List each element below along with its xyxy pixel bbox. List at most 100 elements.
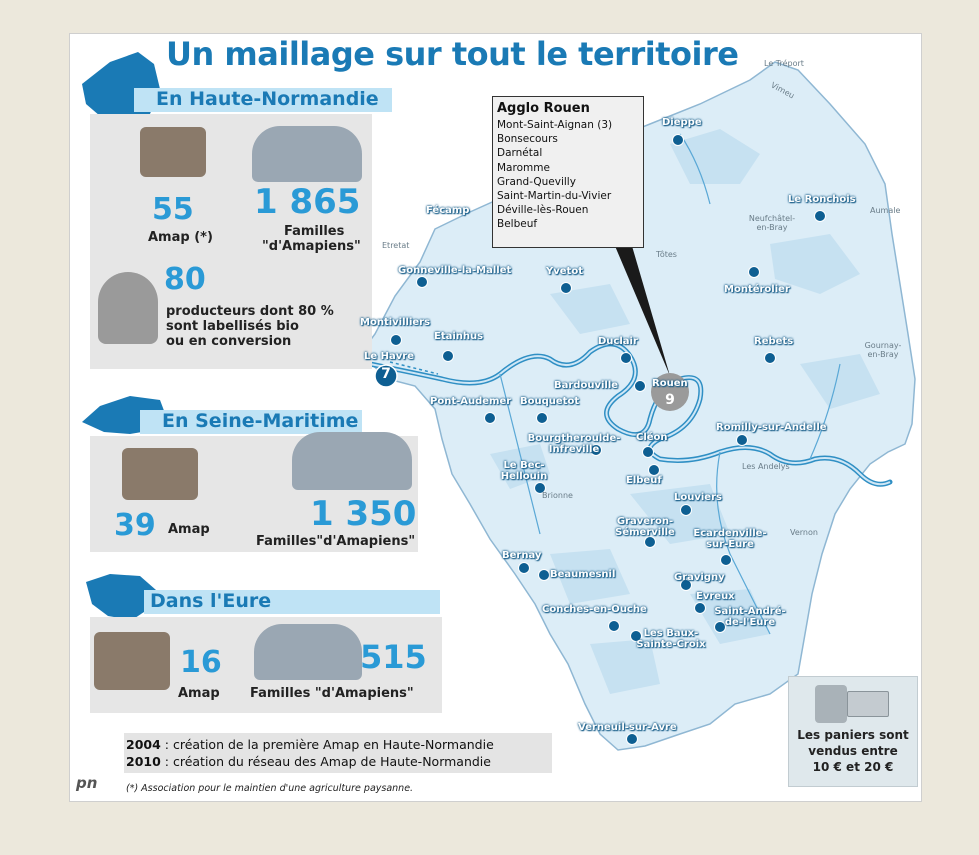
families-icon bbox=[254, 624, 362, 680]
eure-silhouette bbox=[86, 574, 156, 620]
price-line2: vendus entre bbox=[808, 744, 898, 758]
town-label: Brionne bbox=[542, 491, 573, 500]
infographic-frame: Un maillage sur tout le territoire En Ha… bbox=[69, 33, 922, 802]
agglo-item: Mont-Saint-Aignan (3) bbox=[497, 119, 613, 131]
relief-patches bbox=[490, 129, 880, 694]
agglo-item: Maromme bbox=[497, 161, 550, 174]
city-marker bbox=[814, 210, 826, 222]
hn-producers-line3: ou en conversion bbox=[166, 334, 292, 349]
city-label-beaumesnil: Beaumesnil bbox=[550, 569, 616, 580]
le-havre-badge bbox=[374, 364, 398, 388]
agglo-rouen-box: Agglo Rouen Mont-Saint-Aignan (3) Bonsec… bbox=[492, 96, 644, 248]
city-label-les-baux: Les Baux-Sainte-Croix bbox=[636, 628, 706, 650]
sm-amap-label: Amap bbox=[168, 522, 210, 537]
eure-families-count: 515 bbox=[360, 638, 427, 676]
city-marker bbox=[648, 464, 660, 476]
eure-heading: Dans l'Eure bbox=[150, 590, 272, 612]
eure-amap-label: Amap bbox=[178, 686, 220, 701]
timeline-notes bbox=[124, 733, 552, 773]
price-line3: 10 € et 20 € bbox=[812, 760, 894, 774]
city-label-bourgtheroulde: Bourgtheroulde-Infreville bbox=[527, 433, 621, 455]
seine-maritime-band bbox=[140, 410, 362, 434]
hn-families-label-1: Familles bbox=[284, 224, 345, 239]
price-text: Les paniers sont vendus entre 10 € et 20… bbox=[789, 727, 917, 775]
city-marker bbox=[644, 536, 656, 548]
town-label: Gournay-en-Bray bbox=[864, 341, 902, 359]
hn-producers-line1: producteurs dont 80 % bbox=[166, 304, 334, 319]
hn-amap-label: Amap (*) bbox=[148, 230, 213, 245]
city-marker bbox=[518, 562, 530, 574]
note-2010: 2010 : création du réseau des Amap de Ha… bbox=[126, 754, 491, 769]
families-icon bbox=[292, 432, 412, 490]
city-marker bbox=[534, 482, 546, 494]
city-label-verneuil: Verneuil-sur-Avre bbox=[578, 722, 677, 733]
agglo-callout-pointer bbox=[615, 246, 670, 376]
town-label: Tôtes bbox=[656, 250, 677, 259]
city-label-gonneville: Gonneville-la-Mallet bbox=[398, 265, 512, 276]
city-marker bbox=[390, 334, 402, 346]
city-label-louviers: Louviers bbox=[674, 492, 722, 503]
farmer-icon bbox=[98, 272, 158, 344]
city-label-saint-andre: Saint-André-de-l'Eure bbox=[714, 606, 786, 628]
basket-icon bbox=[140, 127, 206, 177]
city-marker bbox=[560, 282, 572, 294]
eure-amap-count: 16 bbox=[180, 645, 222, 680]
note-2004: 2004 : création de la première Amap en H… bbox=[126, 737, 494, 752]
city-marker bbox=[590, 444, 602, 456]
city-label-le-bec-hellouin: Le Bec-Hellouin bbox=[500, 460, 548, 482]
hn-families-label-2: "d'Amapiens" bbox=[262, 239, 361, 254]
city-label-graveron: Graveron-Sémerville bbox=[615, 516, 675, 538]
city-marker bbox=[764, 352, 776, 364]
press-logo: pn bbox=[76, 774, 98, 792]
city-marker bbox=[536, 412, 548, 424]
eure-band bbox=[144, 590, 440, 614]
banknote-icon bbox=[847, 691, 889, 717]
eure-families-label: Familles "d'Amapiens" bbox=[250, 686, 414, 701]
city-label-dieppe: Dieppe bbox=[662, 117, 702, 128]
price-line1: Les paniers sont bbox=[797, 728, 909, 742]
city-label-rebets: Rebets bbox=[754, 336, 794, 347]
agglo-item: Belbeuf bbox=[497, 218, 538, 231]
city-marker bbox=[484, 412, 496, 424]
hn-producers-count: 80 bbox=[164, 262, 206, 297]
city-marker bbox=[680, 504, 692, 516]
agglo-item: Darnétal bbox=[497, 147, 543, 160]
city-label-rouen: Rouen bbox=[652, 378, 688, 389]
page-title: Un maillage sur tout le territoire bbox=[166, 35, 739, 73]
city-label-fecamp: Fécamp bbox=[426, 205, 470, 216]
agglo-item: Grand-Quevilly bbox=[497, 175, 576, 188]
city-label-conches: Conches-en-Ouche bbox=[542, 604, 647, 615]
city-marker bbox=[626, 733, 638, 745]
city-label-bouquetot: Bouquetot bbox=[520, 396, 580, 407]
city-label-duclair: Duclair bbox=[598, 336, 638, 347]
city-marker bbox=[442, 350, 454, 362]
city-marker bbox=[630, 630, 642, 642]
town-label: Neufchâtel-en-Bray bbox=[748, 214, 796, 232]
agglo-item: Saint-Martin-du-Vivier bbox=[497, 190, 612, 203]
city-marker bbox=[720, 554, 732, 566]
city-marker bbox=[748, 266, 760, 278]
city-label-monterolier: Montérolier bbox=[724, 284, 790, 295]
le-havre-count: 7 bbox=[381, 366, 391, 382]
families-icon bbox=[252, 126, 362, 182]
hn-amap-count: 55 bbox=[152, 192, 194, 227]
city-marker bbox=[642, 446, 654, 458]
town-label: Le Tréport bbox=[764, 59, 804, 68]
town-label: Aumale bbox=[870, 206, 901, 215]
city-label-bardouville: Bardouville bbox=[554, 380, 619, 391]
town-label: Etretat bbox=[382, 241, 410, 250]
city-marker bbox=[608, 620, 620, 632]
city-marker bbox=[694, 602, 706, 614]
sm-amap-count: 39 bbox=[114, 508, 156, 543]
city-label-yvetot: Yvetot bbox=[546, 266, 583, 277]
hn-producers-line2: sont labellisés bio bbox=[166, 319, 299, 334]
haute-normandie-heading: En Haute-Normandie bbox=[156, 88, 379, 110]
city-marker bbox=[538, 569, 550, 581]
city-label-evreux: Evreux bbox=[696, 591, 735, 602]
city-label-bernay: Bernay bbox=[502, 550, 542, 561]
city-label-elbeuf: Elbeuf bbox=[626, 475, 662, 486]
rouen-circle bbox=[651, 373, 689, 411]
city-label-le-ronchois: Le Ronchois bbox=[788, 194, 856, 205]
city-marker bbox=[736, 434, 748, 446]
town-label: Vernon bbox=[790, 528, 818, 537]
